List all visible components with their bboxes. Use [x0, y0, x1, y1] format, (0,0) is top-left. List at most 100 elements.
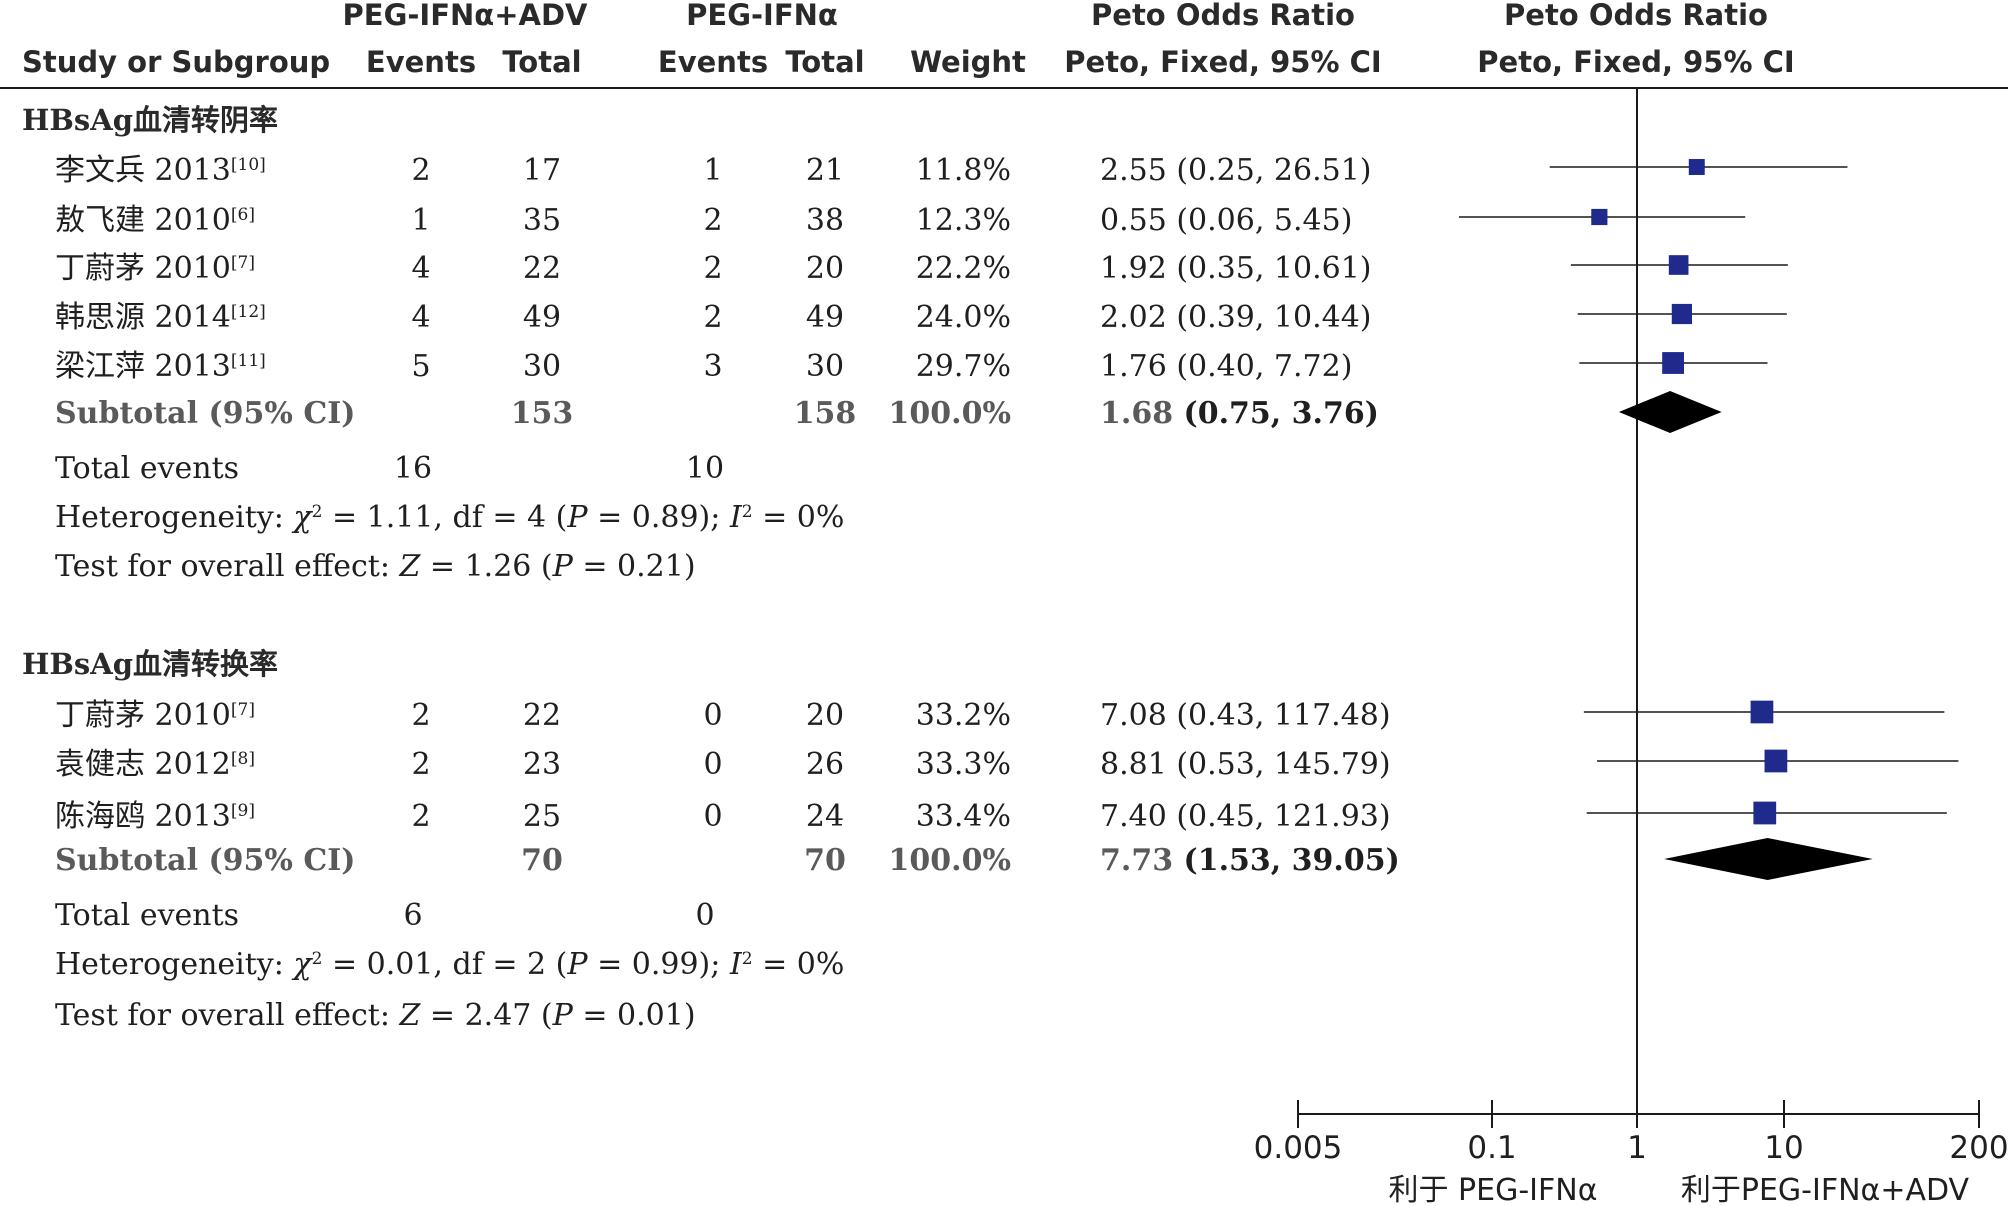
- point-estimate-marker: [1668, 255, 1689, 275]
- header-exp-group: PEG-IFNα+ADV: [343, 0, 589, 32]
- point-estimate-marker: [1671, 303, 1692, 325]
- total-events-ctrl: 10: [686, 451, 724, 486]
- ctrl-total: 20: [806, 698, 844, 733]
- overall-effect: Test for overall effect: Z = 1.26 (P = 0…: [55, 549, 696, 584]
- header-effect-group: Peto Odds Ratio: [1091, 0, 1355, 32]
- x-axis-tick-label: 10: [1764, 1130, 1803, 1166]
- subtotal-diamond: [1618, 391, 1722, 433]
- header-ctrl-total: Total: [785, 45, 864, 79]
- ctrl-total: 30: [806, 349, 844, 384]
- subtotal-exp-total: 153: [511, 396, 574, 431]
- study-ci: 0.55 (0.06, 5.45): [1100, 203, 1352, 238]
- subtotal-weight: 100.0%: [889, 843, 1011, 878]
- ctrl-total: 49: [806, 300, 844, 335]
- header-ctrl-events: Events: [658, 45, 768, 79]
- favours-right-label: 利于PEG-IFNα+ADV: [1681, 1173, 1970, 1206]
- point-estimate-marker: [1753, 801, 1777, 825]
- exp-total: 30: [523, 349, 561, 384]
- header-study: Study or Subgroup: [22, 45, 330, 79]
- exp-total: 23: [523, 747, 561, 782]
- study-name: 敖飞建 2010[6]: [55, 203, 255, 238]
- favours-left-label: 利于 PEG-IFNα: [1389, 1173, 1598, 1206]
- study-ci: 7.40 (0.45, 121.93): [1100, 799, 1391, 834]
- ctrl-total: 26: [806, 747, 844, 782]
- overall-effect: Test for overall effect: Z = 2.47 (P = 0…: [55, 998, 696, 1033]
- ctrl-events: 0: [703, 747, 722, 782]
- study-ci: 8.81 (0.53, 145.79): [1100, 747, 1391, 782]
- exp-events: 2: [411, 153, 430, 188]
- ctrl-events: 2: [703, 251, 722, 286]
- exp-events: 4: [411, 251, 430, 286]
- header-plot-sub: Peto, Fixed, 95% CI: [1477, 45, 1794, 79]
- subtotal-diamond: [1664, 838, 1873, 880]
- study-weight: 33.2%: [916, 698, 1011, 733]
- total-events-exp: 6: [403, 898, 422, 933]
- study-ci: 1.76 (0.40, 7.72): [1100, 349, 1352, 384]
- x-axis-tick-label: 1: [1627, 1130, 1647, 1166]
- total-events-ctrl: 0: [695, 898, 714, 933]
- study-weight: 24.0%: [916, 300, 1011, 335]
- subtotal-label: Subtotal (95% CI): [55, 396, 355, 431]
- study-name: 李文兵 2013[10]: [55, 153, 266, 188]
- point-estimate-marker: [1688, 159, 1705, 175]
- study-ci: 2.55 (0.25, 26.51): [1100, 153, 1372, 188]
- group-title: HBsAg血清转阴率: [22, 103, 278, 137]
- ctrl-events: 2: [703, 203, 722, 238]
- group-title: HBsAg血清转换率: [22, 647, 278, 681]
- exp-total: 22: [523, 251, 561, 286]
- ctrl-events: 0: [703, 799, 722, 834]
- study-name: 陈海鸥 2013[9]: [55, 799, 255, 834]
- study-weight: 33.3%: [916, 747, 1011, 782]
- ctrl-total: 24: [806, 799, 844, 834]
- ctrl-events: 2: [703, 300, 722, 335]
- ctrl-events: 3: [703, 349, 722, 384]
- study-weight: 33.4%: [916, 799, 1011, 834]
- heterogeneity: Heterogeneity: χ2 = 0.01, df = 2 (P = 0.…: [55, 947, 844, 982]
- exp-events: 2: [411, 698, 430, 733]
- study-ci: 7.08 (0.43, 117.48): [1100, 698, 1391, 733]
- point-estimate-marker: [1764, 749, 1788, 773]
- study-name: 梁江萍 2013[11]: [55, 349, 266, 384]
- exp-events: 4: [411, 300, 430, 335]
- exp-events: 1: [411, 203, 430, 238]
- study-weight: 22.2%: [916, 251, 1011, 286]
- study-name: 袁健志 2012[8]: [55, 747, 255, 782]
- subtotal-ci: 7.73 (1.53, 39.05): [1100, 843, 1400, 878]
- header-weight: Weight: [910, 45, 1026, 79]
- exp-events: 5: [411, 349, 430, 384]
- study-name: 韩思源 2014[12]: [55, 300, 266, 335]
- exp-total: 17: [523, 153, 561, 188]
- total-events-label: Total events: [55, 451, 239, 486]
- study-ci: 2.02 (0.39, 10.44): [1100, 300, 1372, 335]
- point-estimate-marker: [1750, 700, 1774, 724]
- exp-total: 22: [523, 698, 561, 733]
- header-plot-group: Peto Odds Ratio: [1504, 0, 1768, 32]
- study-weight: 12.3%: [916, 203, 1011, 238]
- study-name: 丁蔚茅 2010[7]: [55, 251, 255, 286]
- subtotal-ctrl-total: 70: [804, 843, 846, 878]
- total-events-exp: 16: [394, 451, 432, 486]
- exp-total: 35: [523, 203, 561, 238]
- ctrl-total: 20: [806, 251, 844, 286]
- subtotal-label: Subtotal (95% CI): [55, 843, 355, 878]
- point-estimate-marker: [1662, 352, 1684, 374]
- ctrl-events: 1: [703, 153, 722, 188]
- study-weight: 29.7%: [916, 349, 1011, 384]
- x-axis-tick-label: 200: [1949, 1130, 2008, 1166]
- study-weight: 11.8%: [916, 153, 1011, 188]
- study-name: 丁蔚茅 2010[7]: [55, 698, 255, 733]
- subtotal-ci: 1.68 (0.75, 3.76): [1100, 396, 1379, 431]
- ctrl-total: 21: [806, 153, 844, 188]
- ctrl-total: 38: [806, 203, 844, 238]
- header-exp-events: Events: [366, 45, 476, 79]
- subtotal-weight: 100.0%: [889, 396, 1011, 431]
- heterogeneity: Heterogeneity: χ2 = 1.11, df = 4 (P = 0.…: [55, 500, 844, 535]
- x-axis-tick-label: 0.005: [1254, 1130, 1343, 1166]
- subtotal-exp-total: 70: [521, 843, 563, 878]
- header-exp-total: Total: [502, 45, 581, 79]
- exp-events: 2: [411, 799, 430, 834]
- subtotal-ctrl-total: 158: [794, 396, 857, 431]
- ctrl-events: 0: [703, 698, 722, 733]
- point-estimate-marker: [1591, 208, 1608, 226]
